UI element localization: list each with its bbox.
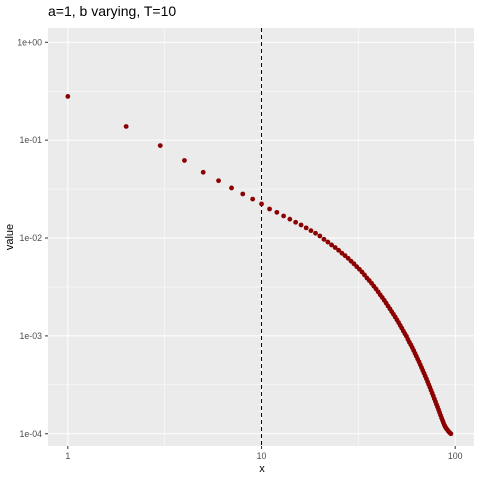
data-point bbox=[336, 247, 342, 253]
plot-panel bbox=[48, 28, 474, 446]
data-point bbox=[216, 178, 221, 184]
chart-title: a=1, b varying, T=10 bbox=[48, 3, 176, 19]
data-point bbox=[329, 242, 334, 248]
data-point bbox=[259, 201, 264, 207]
data-point bbox=[123, 124, 129, 129]
data-point bbox=[293, 219, 299, 225]
data-point bbox=[287, 216, 293, 222]
data-points bbox=[65, 94, 454, 437]
data-point bbox=[332, 245, 338, 250]
x-tick-label: 1 bbox=[65, 451, 70, 461]
data-point bbox=[308, 228, 314, 234]
data-point bbox=[157, 143, 163, 149]
data-point bbox=[298, 222, 304, 228]
data-point bbox=[317, 233, 323, 239]
data-point bbox=[267, 206, 272, 212]
y-axis: 1e+00 1e-01 1e-02 1e-03 1e-04 bbox=[17, 37, 48, 439]
y-tick-label: 1e-03 bbox=[20, 331, 43, 341]
x-axis-title: x bbox=[259, 463, 265, 475]
y-tick-label: 1e-02 bbox=[20, 233, 43, 243]
y-tick-label: 1e-04 bbox=[20, 429, 43, 439]
data-point bbox=[448, 431, 454, 437]
data-point bbox=[321, 236, 327, 242]
x-tick-label: 100 bbox=[448, 451, 463, 461]
data-point bbox=[274, 209, 280, 215]
major-gridlines bbox=[48, 28, 474, 446]
data-point bbox=[313, 230, 318, 236]
data-point bbox=[200, 169, 206, 175]
data-point bbox=[303, 225, 309, 231]
data-point bbox=[240, 191, 246, 197]
minor-gridlines bbox=[48, 28, 474, 446]
data-point bbox=[182, 158, 187, 163]
data-point bbox=[229, 185, 234, 191]
y-axis-title: value bbox=[4, 224, 16, 250]
y-tick-label: 1e+00 bbox=[17, 37, 42, 47]
x-axis: 1 10 100 bbox=[65, 446, 463, 461]
y-tick-label: 1e-01 bbox=[20, 135, 43, 145]
data-point bbox=[250, 196, 256, 202]
data-point bbox=[65, 94, 71, 99]
data-point bbox=[281, 213, 286, 219]
x-tick-label: 10 bbox=[257, 451, 267, 461]
data-point bbox=[325, 239, 331, 245]
